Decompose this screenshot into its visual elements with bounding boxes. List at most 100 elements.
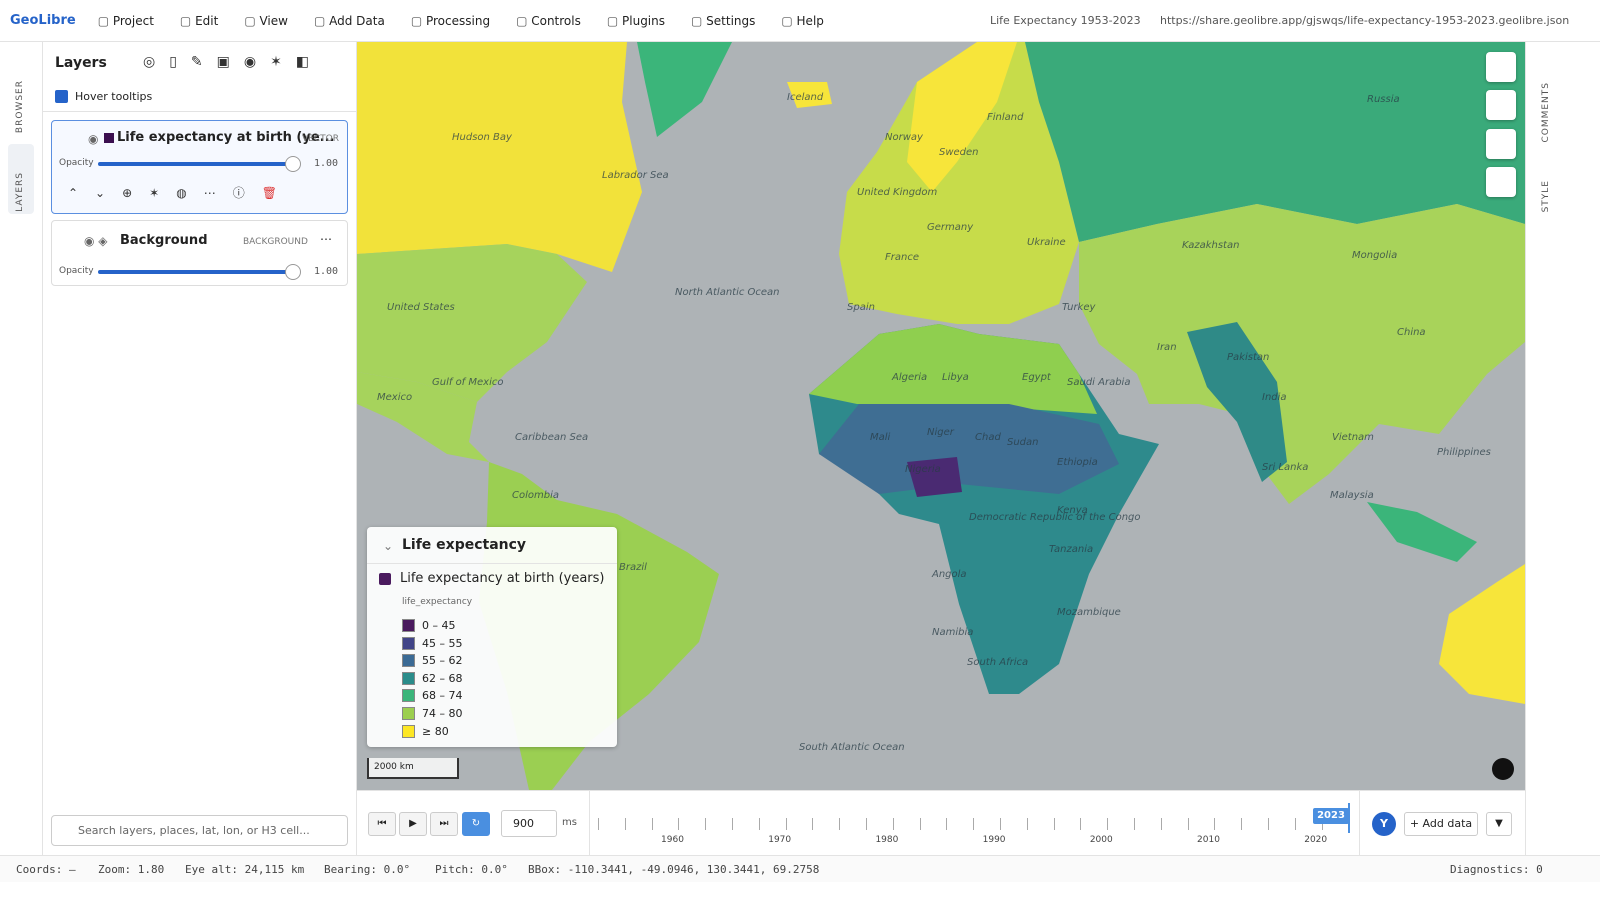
legend-field: life_expectancy bbox=[402, 597, 473, 607]
map-label: Brazil bbox=[619, 562, 647, 573]
timeline: ⏮ ▶ ⏭ ↻ 900 ms 1960 1970 1980 1990 2000 2010 2… bbox=[357, 790, 1525, 856]
year-label: 1960 bbox=[661, 835, 684, 845]
globe-button[interactable] bbox=[1486, 129, 1516, 159]
basemap-button[interactable] bbox=[1486, 167, 1516, 197]
timeline-tick bbox=[651, 818, 653, 830]
project-url[interactable]: https://share.geolibre.app/gjswqs/life-e… bbox=[1160, 14, 1570, 27]
menu-bar: GeoLibre Project Edit View Add Data Processi… bbox=[0, 0, 1600, 42]
map-label: Sweden bbox=[939, 147, 979, 158]
map-label: Malaysia bbox=[1330, 490, 1374, 501]
timeline-tick bbox=[1107, 818, 1109, 830]
status-item: BBox: -110.3441, -49.0946, 130.3441, 69.… bbox=[528, 863, 820, 876]
map-label: Vietnam bbox=[1332, 432, 1374, 443]
map-label: Sudan bbox=[1007, 437, 1039, 448]
first-button[interactable]: ⏮ bbox=[368, 812, 396, 836]
map-label: Mexico bbox=[377, 392, 413, 403]
layers-panel: Layers ◎▯✎▣◉✶◧ Hover tooltips ◉ Life exp… bbox=[43, 42, 357, 855]
map-label: Mozambique bbox=[1057, 607, 1121, 618]
menu-item[interactable]: Project bbox=[98, 14, 154, 28]
menu-item[interactable]: View bbox=[244, 14, 287, 28]
timeline-tick bbox=[1294, 818, 1296, 830]
menu-item[interactable]: Settings bbox=[691, 14, 755, 28]
speed-unit: ms bbox=[562, 817, 577, 828]
opacity-value: 1.00 bbox=[314, 266, 339, 277]
legend-row: 45 – 55 bbox=[402, 636, 602, 653]
map-label: United Kingdom bbox=[857, 187, 938, 198]
map-label: Spain bbox=[847, 302, 875, 313]
loop-button[interactable]: ↻ bbox=[462, 812, 490, 836]
map-label: Russia bbox=[1367, 94, 1400, 105]
toolbar[interactable]: ◎▯✎▣◉✶◧ bbox=[143, 54, 324, 70]
legend-swatch bbox=[402, 619, 415, 632]
map-label: Algeria bbox=[892, 372, 928, 383]
opacity-value: 1.00 bbox=[314, 158, 339, 169]
timeline-tick bbox=[812, 818, 814, 830]
menu-item[interactable]: Processing bbox=[411, 14, 490, 28]
legend-swatch bbox=[402, 636, 415, 650]
layer-card[interactable]: ◉ ◈ Background BACKGROUND ⋯ Opacity 1.00 bbox=[51, 220, 348, 286]
opacity-label: Opacity bbox=[59, 266, 94, 276]
legend-row: 62 – 68 bbox=[402, 671, 602, 688]
last-button[interactable]: ⏭ bbox=[430, 812, 458, 836]
map-label: China bbox=[1397, 327, 1426, 338]
tab[interactable]: STYLE bbox=[1541, 180, 1551, 213]
legend-label: ≥ 80 bbox=[422, 724, 449, 738]
map-label: Chad bbox=[975, 432, 1001, 443]
timeline-tick bbox=[1134, 818, 1135, 830]
map-label: Libya bbox=[942, 372, 969, 383]
layer-card[interactable]: ◉ Life expectancy at birth (ye... VECTOR… bbox=[51, 120, 348, 214]
map-label: Kazakhstan bbox=[1182, 240, 1240, 251]
dropdown-button[interactable]: ▼ bbox=[1486, 812, 1512, 836]
avatar[interactable]: Y bbox=[1372, 812, 1396, 836]
map-label: Angola bbox=[932, 569, 967, 580]
timeline-tick bbox=[1321, 818, 1323, 830]
map-label: Ethiopia bbox=[1057, 457, 1098, 468]
legend-swatch bbox=[402, 671, 415, 685]
tab[interactable]: LAYERS bbox=[15, 172, 25, 212]
status-item: Pitch: 0.0° bbox=[435, 863, 508, 876]
play-button[interactable]: ▶ bbox=[399, 812, 427, 836]
legend-row: 0 – 45 bbox=[402, 619, 602, 635]
tab[interactable]: COMMENTS bbox=[1541, 82, 1551, 143]
compass-button[interactable] bbox=[1486, 90, 1516, 120]
layer-name: Life expectancy at birth (ye... bbox=[117, 130, 335, 145]
map-label: Namibia bbox=[932, 627, 974, 638]
timeline-tick bbox=[678, 818, 680, 830]
timeline-tick bbox=[1187, 818, 1189, 830]
map-label: Nigeria bbox=[905, 464, 941, 475]
legend-label: 68 – 74 bbox=[422, 689, 463, 703]
brand[interactable]: GeoLibre bbox=[10, 13, 76, 28]
map-label: Colombia bbox=[512, 490, 559, 501]
status-item: Coords: — bbox=[16, 863, 76, 876]
status-item[interactable]: Diagnostics: 0 bbox=[1450, 863, 1543, 876]
current-year: 2023 bbox=[1313, 808, 1349, 824]
legend-swatch bbox=[402, 707, 415, 720]
map-label: Iceland bbox=[787, 92, 824, 103]
speed-input[interactable]: 900 bbox=[501, 810, 557, 837]
timeline-tick bbox=[892, 818, 894, 830]
menu-item[interactable]: Controls bbox=[516, 14, 581, 28]
legend-swatch bbox=[402, 654, 415, 668]
timeline-tick bbox=[758, 818, 760, 830]
fullscreen-button[interactable] bbox=[1486, 52, 1516, 82]
menu-item[interactable]: Edit bbox=[180, 14, 218, 28]
tab[interactable]: BROWSER bbox=[15, 80, 25, 134]
checkbox-label[interactable]: Hover tooltips bbox=[75, 90, 153, 103]
legend-title: Life expectancy bbox=[402, 537, 527, 553]
legend-label: 55 – 62 bbox=[422, 654, 463, 668]
legend: ⌄ Life expectancy Life expectancy at bir… bbox=[367, 527, 617, 747]
info-button[interactable] bbox=[1492, 758, 1514, 780]
layer-actions[interactable]: ⌃⌄⊕✶◍⋯ⓘ🗑 bbox=[68, 186, 294, 200]
map-label: United States bbox=[387, 302, 455, 313]
timeline-tick bbox=[839, 818, 841, 830]
map-label: India bbox=[1262, 392, 1287, 403]
menu-item[interactable]: Plugins bbox=[607, 14, 665, 28]
menu-item[interactable]: Add Data bbox=[314, 14, 385, 28]
menu-item[interactable]: Help bbox=[781, 14, 824, 28]
map-label: Turkey bbox=[1062, 302, 1096, 313]
timeline-tick bbox=[1026, 818, 1028, 830]
add-data-button[interactable]: + Add data bbox=[1404, 812, 1478, 836]
menu-items: Project Edit View Add Data Processing Control… bbox=[98, 14, 850, 28]
search-box[interactable]: Search layers, places, lat, lon, or H3 c… bbox=[51, 815, 348, 846]
legend-swatch bbox=[402, 689, 415, 703]
